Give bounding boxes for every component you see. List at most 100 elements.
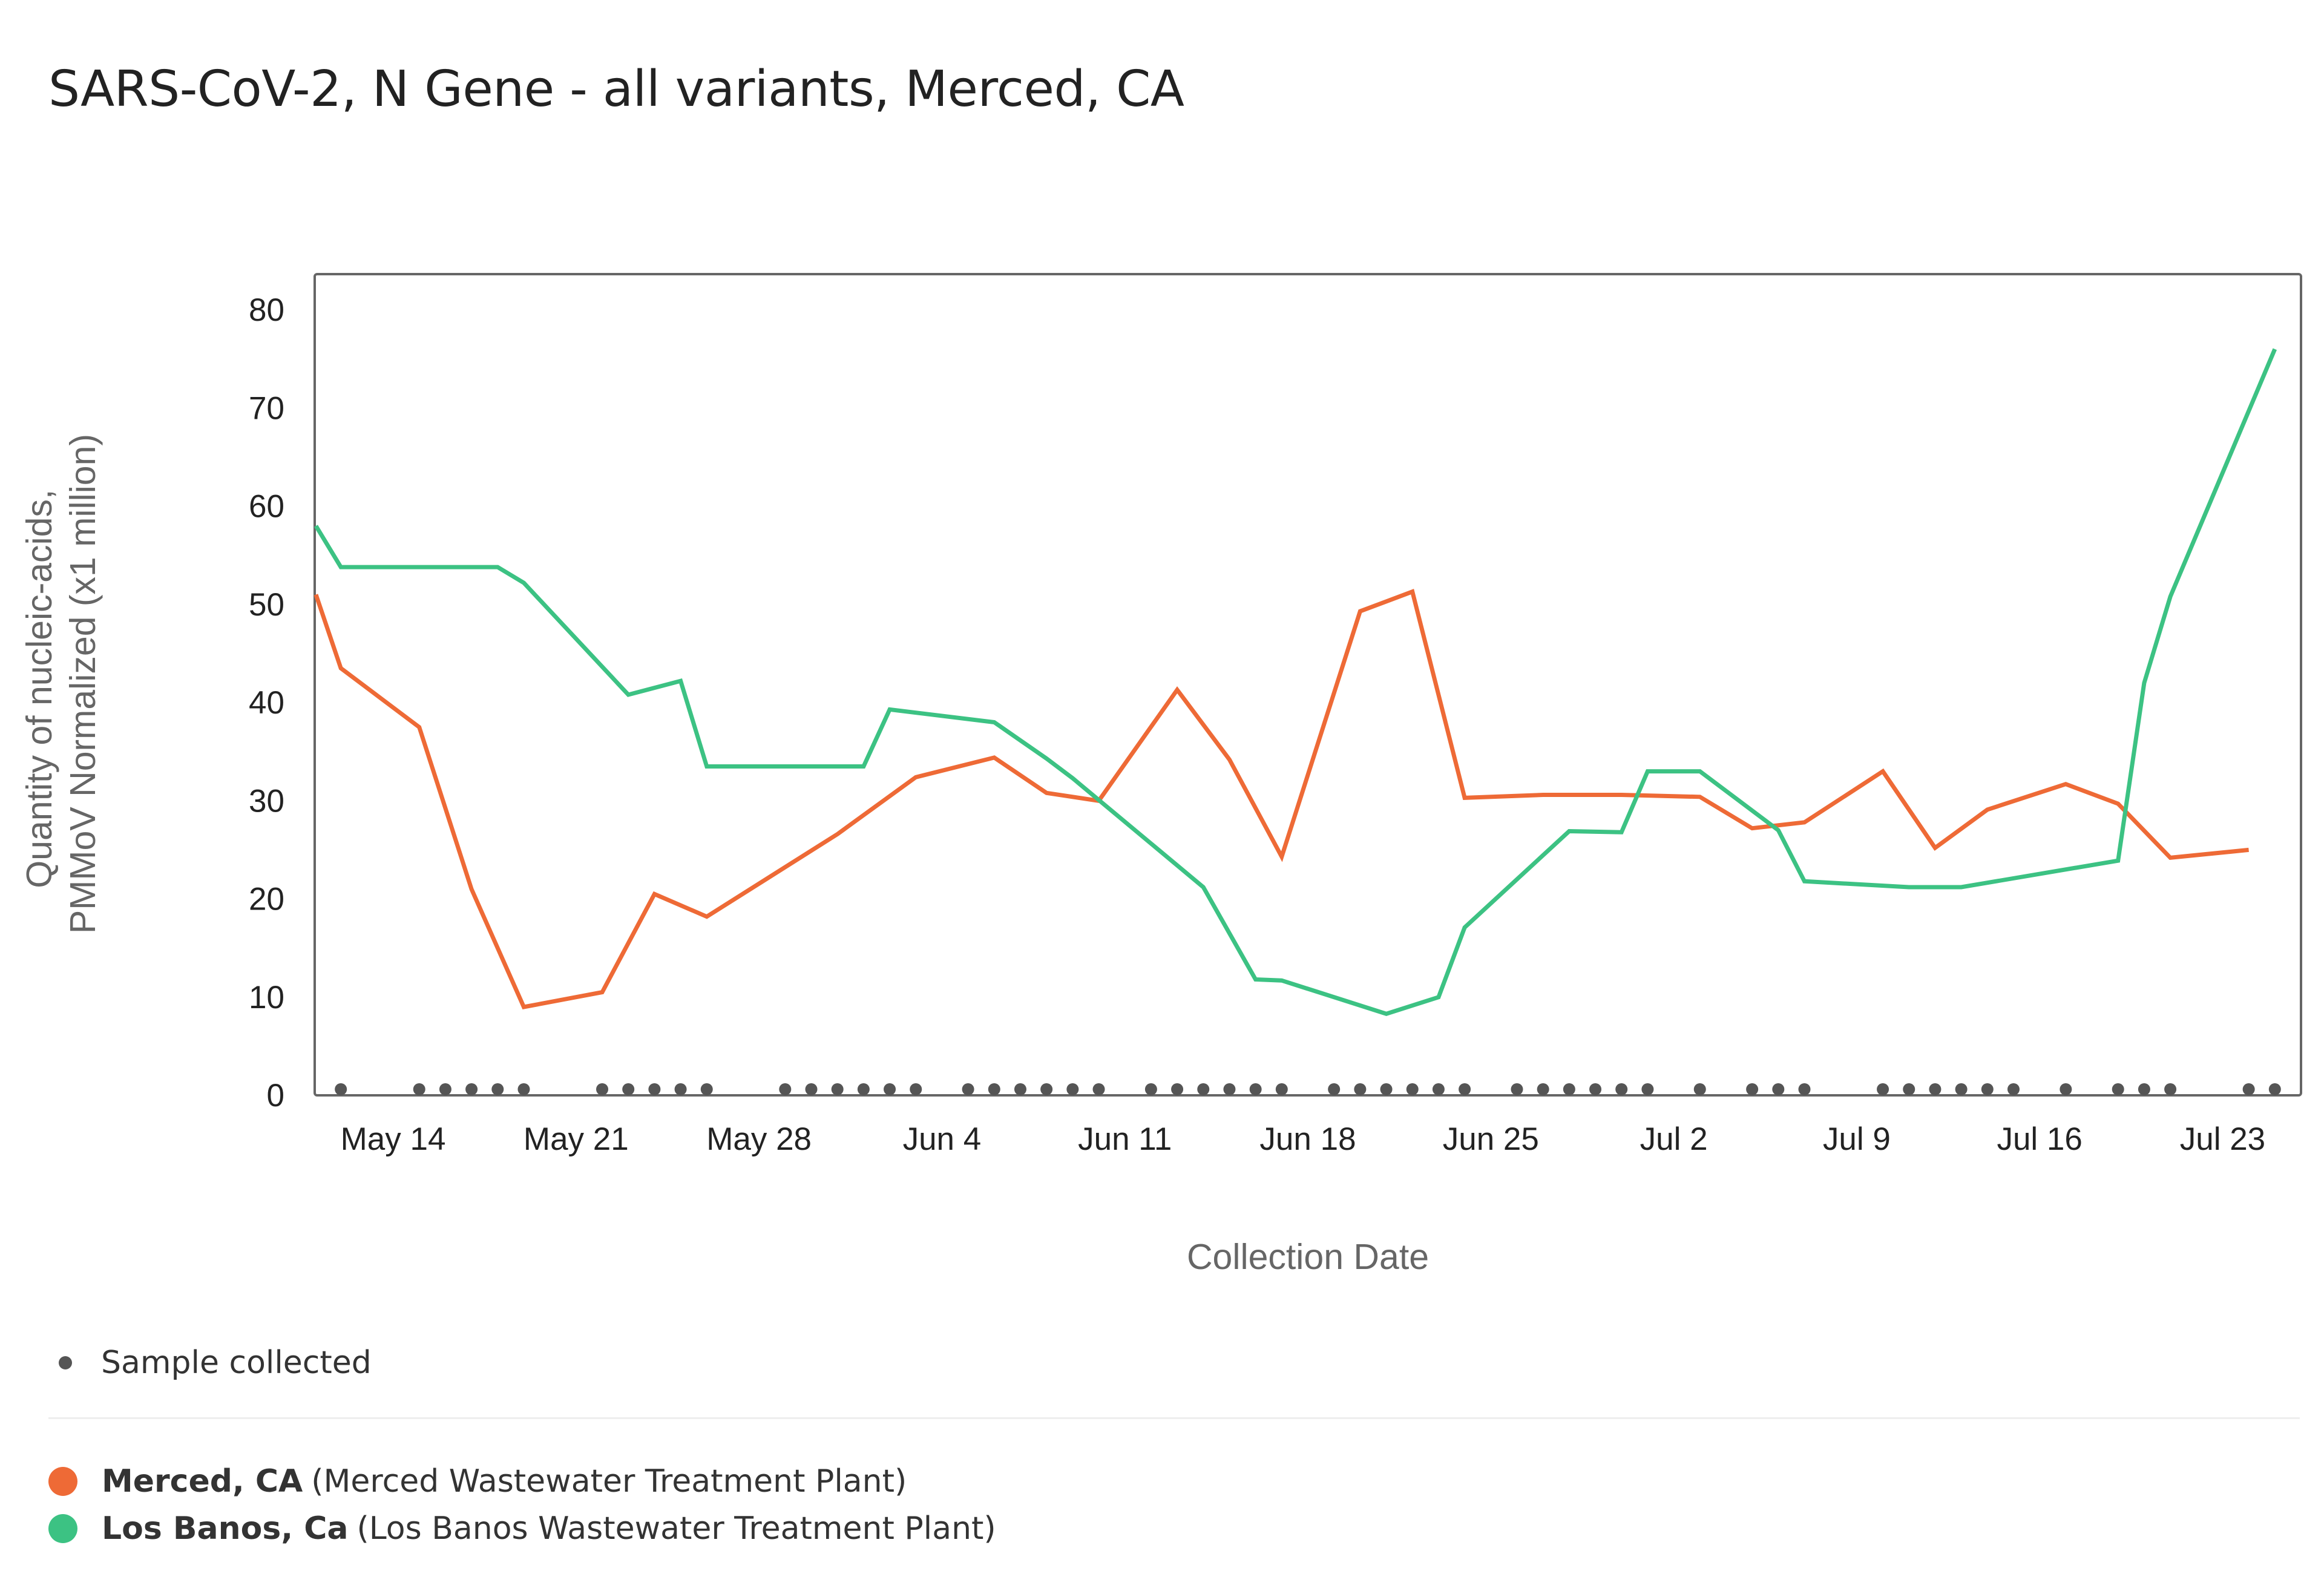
y-tick-label: 70 [249, 390, 284, 426]
x-tick-label: Jun 4 [903, 1121, 982, 1157]
sample-marker [1406, 1083, 1419, 1095]
sample-marker [1746, 1083, 1759, 1095]
sample-marker [2242, 1083, 2255, 1095]
sample-marker [1014, 1083, 1026, 1095]
sample-marker [831, 1083, 844, 1095]
sample-marker [2138, 1083, 2150, 1095]
sample-marker [2164, 1083, 2177, 1095]
x-tick-label: Jul 9 [1823, 1121, 1891, 1157]
sample-markers [335, 1083, 2281, 1095]
sample-marker [1275, 1083, 1288, 1095]
sample-dot-icon [59, 1356, 72, 1369]
sample-marker [1563, 1083, 1575, 1095]
sample-marker [1328, 1083, 1341, 1095]
x-axis-ticks: May 14 May 21 May 28 Jun 4 Jun 11 Jun 18 Jun 2… [341, 1121, 2266, 1157]
sample-marker [1354, 1083, 1367, 1095]
legend-series-name: Los Banos, Ca [102, 1510, 349, 1547]
sample-marker [700, 1083, 713, 1095]
sample-marker [439, 1083, 451, 1095]
y-axis-title: Quantity of nucleic-acids, PMMoV Normali… [19, 434, 103, 934]
series-layer [313, 348, 2277, 1016]
legend-item-merced[interactable]: Merced, CA (Merced Wastewater Treatment … [48, 1463, 907, 1500]
x-tick-label: May 21 [524, 1121, 629, 1157]
sample-marker [1589, 1083, 1602, 1095]
sample-marker [648, 1083, 661, 1095]
sample-marker [1197, 1083, 1210, 1095]
y-tick-label: 50 [249, 587, 284, 623]
sample-marker [1459, 1083, 1471, 1095]
y-tick-label: 0 [267, 1078, 284, 1113]
x-tick-label: Jul 2 [1640, 1121, 1708, 1157]
sample-marker [517, 1083, 530, 1095]
sample-marker [1511, 1083, 1523, 1095]
y-tick-label: 80 [249, 292, 284, 328]
sample-marker [1171, 1083, 1184, 1095]
x-tick-label: May 14 [341, 1121, 446, 1157]
x-tick-label: Jun 18 [1259, 1121, 1356, 1157]
sample-marker [1929, 1083, 1942, 1095]
sample-marker [884, 1083, 896, 1095]
sample-marker [1249, 1083, 1262, 1095]
sample-marker [910, 1083, 922, 1095]
sample-marker [2060, 1083, 2072, 1095]
sample-marker [1903, 1083, 1915, 1095]
sample-marker [622, 1083, 635, 1095]
y-tick-label: 20 [249, 882, 284, 917]
sample-marker [1092, 1083, 1105, 1095]
sample-marker [1432, 1083, 1445, 1095]
sample-marker [1537, 1083, 1549, 1095]
sample-marker [1772, 1083, 1785, 1095]
x-tick-label: Jun 25 [1443, 1121, 1539, 1157]
y-tick-label: 60 [249, 489, 284, 525]
circle-swatch-icon [48, 1514, 77, 1543]
sample-marker [1380, 1083, 1393, 1095]
x-tick-label: Jul 23 [2180, 1121, 2265, 1157]
sample-marker [2268, 1083, 2281, 1095]
legend-series-site: (Los Banos Wastewater Treatment Plant) [356, 1510, 996, 1547]
sample-marker [491, 1083, 504, 1095]
x-axis-title: Collection Date [1187, 1237, 1429, 1277]
plot-area-frame [313, 273, 2302, 1097]
y-tick-label: 10 [249, 980, 284, 1015]
x-tick-label: May 28 [706, 1121, 812, 1157]
y-axis-title-line-1: Quantity of nucleic-acids, [19, 490, 59, 888]
sample-marker [674, 1083, 687, 1095]
circle-swatch-icon [48, 1467, 77, 1496]
y-tick-label: 30 [249, 783, 284, 819]
sample-marker [1615, 1083, 1628, 1095]
x-tick-label: Jun 11 [1078, 1121, 1172, 1157]
sample-marker [413, 1083, 425, 1095]
sample-marker [1981, 1083, 1994, 1095]
series-line-merced[interactable] [313, 589, 2249, 1009]
sample-marker [988, 1083, 1000, 1095]
legend-sample-label: Sample collected [101, 1345, 372, 1381]
sample-marker [1040, 1083, 1053, 1095]
series-line-los-banos[interactable] [314, 348, 2277, 1016]
y-axis-ticks: 0 10 20 30 40 50 60 70 80 [249, 292, 284, 1113]
chart-title: SARS-CoV-2, N Gene - all variants, Merce… [48, 61, 1184, 118]
legend-divider [48, 1417, 2300, 1419]
legend-series-site: (Merced Wastewater Treatment Plant) [311, 1463, 907, 1500]
legend-item-los-banos[interactable]: Los Banos, Ca (Los Banos Wastewater Trea… [48, 1510, 996, 1547]
legend-series-name: Merced, CA [102, 1463, 303, 1500]
sample-marker [805, 1083, 818, 1095]
sample-marker [1693, 1083, 1706, 1095]
y-tick-label: 40 [249, 685, 284, 721]
sample-marker [1223, 1083, 1236, 1095]
sample-marker [857, 1083, 870, 1095]
legend-sample-collected: Sample collected [48, 1345, 372, 1381]
sample-marker [1641, 1083, 1654, 1095]
sample-marker [1066, 1083, 1079, 1095]
y-axis-title-line-2: PMMoV Normalized (x1 million) [63, 434, 103, 934]
sample-marker [1798, 1083, 1811, 1095]
sample-marker [1955, 1083, 1968, 1095]
sample-marker [465, 1083, 478, 1095]
sample-marker [1144, 1083, 1157, 1095]
sample-marker [596, 1083, 609, 1095]
x-tick-label: Jul 16 [1997, 1121, 2082, 1157]
sample-marker [1877, 1083, 1889, 1095]
sample-marker [2112, 1083, 2124, 1095]
sample-marker [335, 1083, 347, 1095]
sample-marker [779, 1083, 792, 1095]
